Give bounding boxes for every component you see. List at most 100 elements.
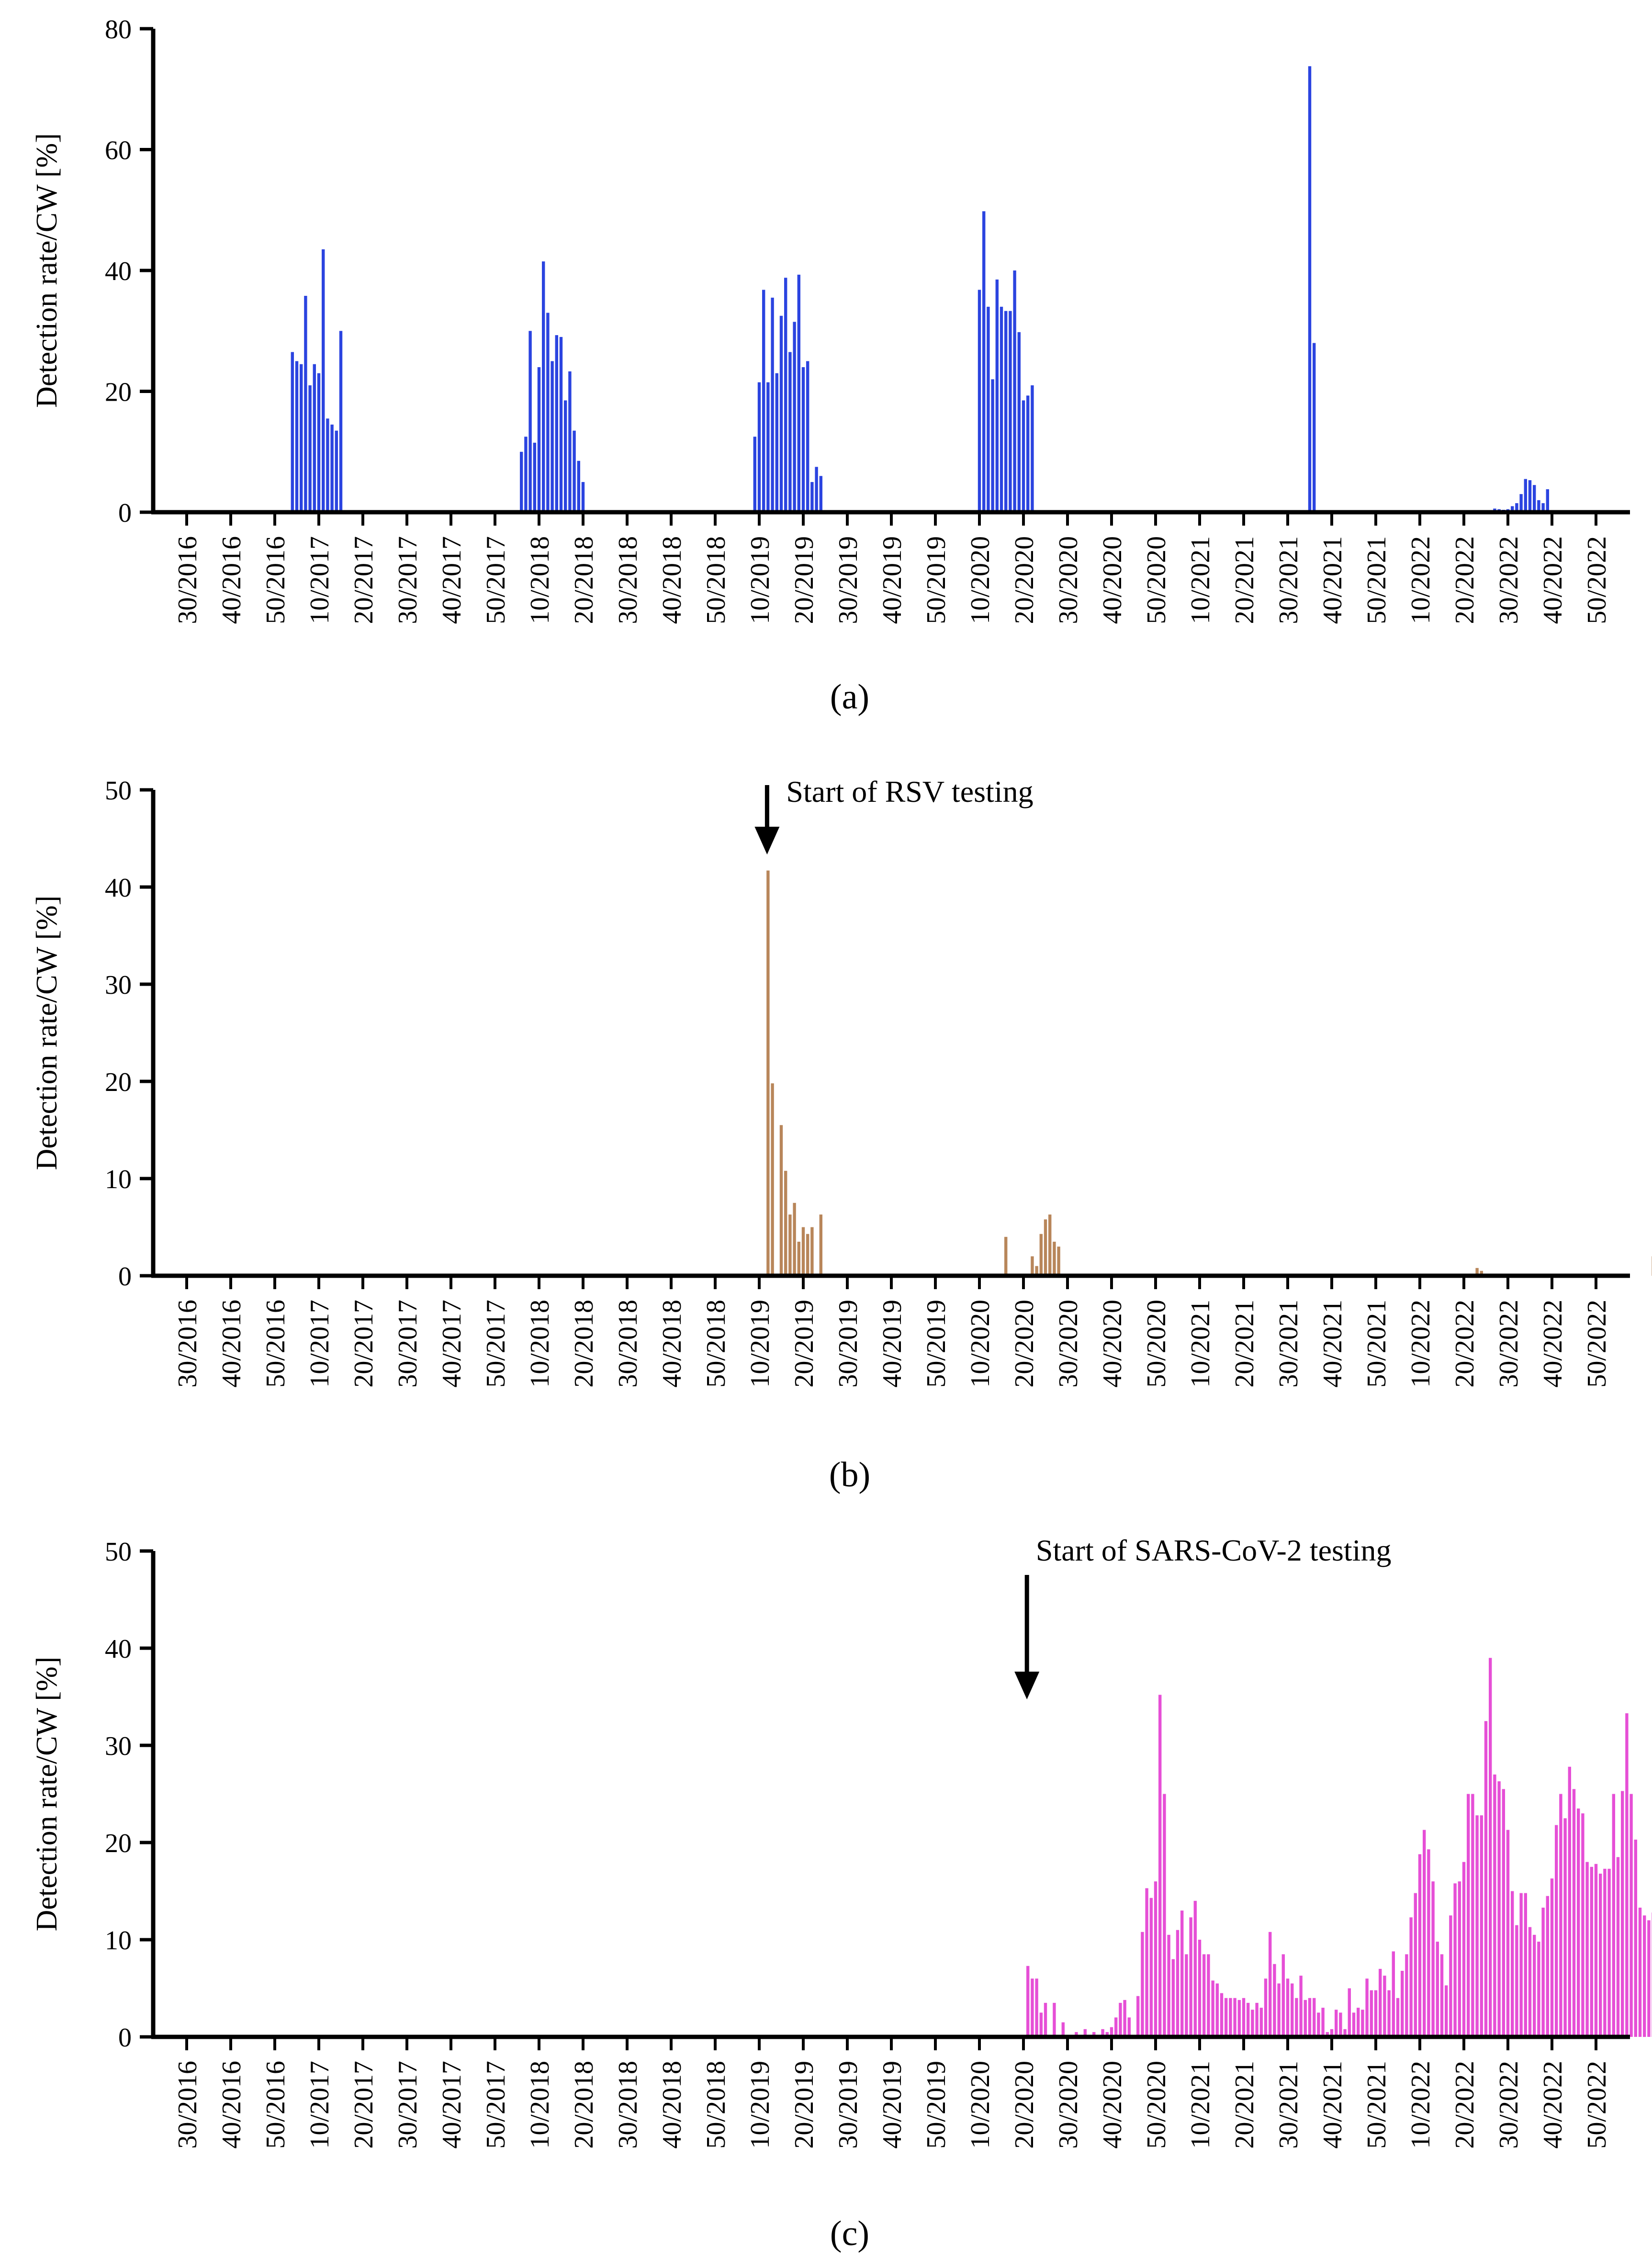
y-tick-label: 30 bbox=[105, 970, 132, 1000]
bar-a-s5-w308 bbox=[1519, 494, 1523, 512]
bar-c-s0-w292 bbox=[1449, 1915, 1452, 2037]
bar-c-s0-w332 bbox=[1625, 1713, 1629, 2037]
bar-b-s2-w200 bbox=[1044, 1219, 1047, 1276]
bar-a-s0-w40 bbox=[339, 331, 343, 513]
x-tick-label: 40/2017 bbox=[437, 2061, 467, 2149]
bar-c-s0-w237 bbox=[1207, 1954, 1210, 2037]
bar-b-s1-w191 bbox=[1004, 1236, 1008, 1276]
bar-c-s0-w244 bbox=[1237, 2000, 1241, 2037]
bar-c-s0-w252 bbox=[1273, 1964, 1276, 2037]
x-tick-label: 20/2017 bbox=[349, 2061, 379, 2149]
bar-a-s3-w189 bbox=[995, 279, 999, 512]
bar-c-s0-w291 bbox=[1445, 1985, 1448, 2037]
y-tick-label: 0 bbox=[118, 1262, 132, 1292]
bar-c-s0-w204 bbox=[1061, 2022, 1065, 2037]
x-tick-label: 50/2016 bbox=[261, 536, 291, 624]
bar-c-s0-w233 bbox=[1189, 1917, 1192, 2037]
bar-a-s0-w29 bbox=[291, 352, 294, 512]
x-tick-label: 50/2022 bbox=[1582, 1300, 1612, 1388]
x-tick-label: 40/2021 bbox=[1318, 536, 1348, 624]
bar-a-s2-w141 bbox=[784, 278, 787, 512]
panel-b-label: (b) bbox=[829, 1455, 870, 1495]
bar-a-s2-w134 bbox=[753, 437, 756, 512]
x-tick-label: 10/2017 bbox=[305, 536, 335, 624]
bar-c-s0-w267 bbox=[1339, 2012, 1342, 2037]
bar-a-s3-w195 bbox=[1022, 400, 1025, 512]
bar-c-s0-w272 bbox=[1361, 2010, 1364, 2037]
bar-b-s2-w198 bbox=[1035, 1266, 1038, 1276]
bar-a-s1-w85 bbox=[537, 367, 541, 512]
bar-c-s0-w257 bbox=[1295, 1998, 1298, 2037]
x-tick-label: 20/2022 bbox=[1450, 536, 1480, 624]
bar-b-s2-w202 bbox=[1053, 1241, 1056, 1276]
bar-c-s0-w238 bbox=[1211, 1980, 1214, 2037]
bar-c-s0-w245 bbox=[1242, 1998, 1246, 2037]
bar-b-s0-w141 bbox=[784, 1170, 787, 1276]
bar-a-s2-w144 bbox=[797, 274, 800, 512]
panel-b-y-axis-title: Detection rate/CW [%] bbox=[31, 896, 63, 1170]
bar-c-s0-w335 bbox=[1638, 1908, 1642, 2037]
bar-c-s0-w223 bbox=[1145, 1888, 1148, 2037]
panel-b-x-ticks: 30/2016 40/2016 50/2016 10/2017 20/2017 30/20… bbox=[173, 1276, 1612, 1388]
x-tick-label: 30/2021 bbox=[1274, 1300, 1304, 1388]
bar-b-s2-w197 bbox=[1031, 1256, 1034, 1276]
bar-c-s0-w198 bbox=[1035, 1978, 1038, 2037]
bar-c-s0-w236 bbox=[1202, 1954, 1206, 2037]
bar-c-s0-w207 bbox=[1075, 2032, 1078, 2037]
bar-a-s0-w35 bbox=[317, 373, 321, 512]
x-tick-label: 30/2019 bbox=[833, 536, 863, 624]
y-tick-label: 50 bbox=[105, 1537, 132, 1567]
x-tick-label: 10/2021 bbox=[1186, 1300, 1215, 1388]
bar-c-s0-w325 bbox=[1594, 1864, 1598, 2037]
x-tick-label: 40/2018 bbox=[657, 536, 687, 624]
x-tick-label: 50/2020 bbox=[1142, 1300, 1171, 1388]
x-tick-label: 20/2019 bbox=[789, 536, 819, 624]
bar-a-s2-w137 bbox=[766, 382, 770, 512]
x-tick-label: 50/2019 bbox=[922, 2061, 951, 2149]
x-tick-label: 40/2018 bbox=[657, 1300, 687, 1388]
x-tick-label: 20/2019 bbox=[789, 1300, 819, 1388]
bar-b-s0-w142 bbox=[788, 1214, 792, 1276]
bar-c-s0-w320 bbox=[1572, 1789, 1576, 2037]
panel-b-annotation-text: Start of RSV testing bbox=[786, 775, 1033, 809]
bar-c-s0-w307 bbox=[1515, 1925, 1518, 2037]
bar-c-s0-w263 bbox=[1321, 2008, 1325, 2037]
bar-c-s0-w230 bbox=[1176, 1930, 1180, 2037]
x-tick-label: 30/2017 bbox=[393, 2061, 423, 2149]
bar-c-s0-w310 bbox=[1528, 1927, 1532, 2037]
bar-c-s0-w239 bbox=[1215, 1983, 1219, 2037]
bar-c-s0-w225 bbox=[1154, 1881, 1158, 2037]
x-tick-label: 10/2017 bbox=[305, 2061, 335, 2149]
bar-a-s3-w187 bbox=[987, 306, 990, 513]
bar-c-s0-w258 bbox=[1299, 1976, 1303, 2037]
x-tick-label: 40/2017 bbox=[437, 1300, 467, 1388]
bar-a-s1-w94 bbox=[577, 461, 580, 512]
x-tick-label: 40/2017 bbox=[437, 536, 467, 624]
x-tick-label: 40/2022 bbox=[1538, 536, 1568, 624]
bar-c-s0-w293 bbox=[1453, 1883, 1457, 2037]
y-tick-label: 0 bbox=[118, 2023, 132, 2053]
panel-a-bars bbox=[291, 66, 1549, 513]
bar-b-s0-w145 bbox=[801, 1227, 805, 1276]
bar-c-s0-w321 bbox=[1577, 1808, 1580, 2037]
bar-c-s0-w336 bbox=[1643, 1915, 1646, 2037]
bar-b-s0-w146 bbox=[806, 1234, 809, 1276]
bar-a-s3-w185 bbox=[978, 290, 981, 512]
bar-c-s0-w317 bbox=[1559, 1794, 1562, 2037]
bar-a-s5-w309 bbox=[1524, 479, 1527, 512]
bar-a-s5-w314 bbox=[1546, 489, 1549, 512]
bar-c-s0-w327 bbox=[1603, 1868, 1607, 2037]
bar-c-s0-w296 bbox=[1467, 1794, 1470, 2037]
x-tick-label: 40/2019 bbox=[877, 1300, 907, 1388]
x-tick-label: 30/2019 bbox=[833, 2061, 863, 2149]
panel-c-annotation-text: Start of SARS-CoV-2 testing bbox=[1036, 1533, 1392, 1567]
x-tick-label: 30/2016 bbox=[173, 536, 202, 624]
x-tick-label: 10/2020 bbox=[966, 2061, 995, 2149]
bar-c-s0-w229 bbox=[1171, 1959, 1175, 2037]
bar-c-s0-w260 bbox=[1308, 1998, 1312, 2037]
bar-c-s0-w259 bbox=[1304, 2000, 1307, 2037]
bar-c-s0-w211 bbox=[1092, 2032, 1096, 2037]
bar-c-s0-w269 bbox=[1348, 1988, 1351, 2037]
bar-a-s1-w93 bbox=[573, 430, 576, 512]
bar-c-s0-w196 bbox=[1026, 1966, 1030, 2037]
